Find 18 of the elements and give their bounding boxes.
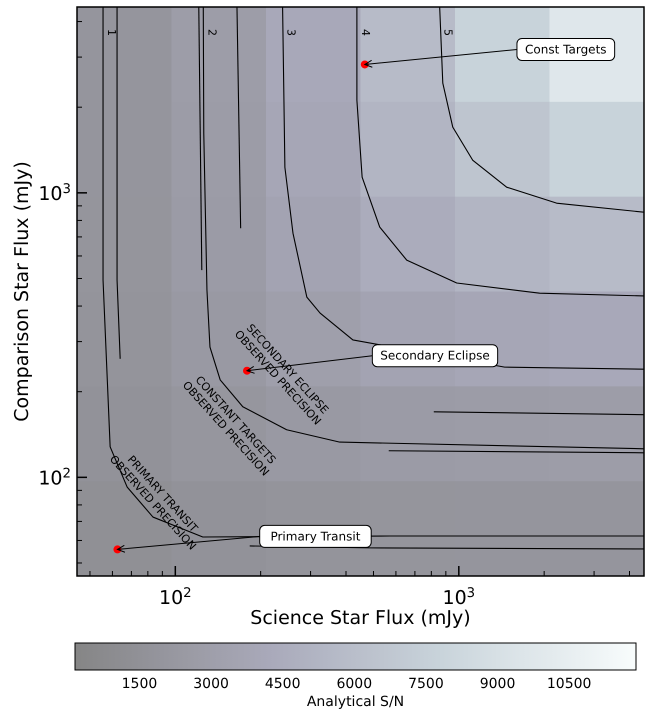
color-bar-label: 1500	[122, 676, 158, 692]
text: 3	[284, 29, 298, 36]
annotation: Const Targets	[525, 42, 607, 56]
text: 4	[358, 29, 372, 36]
color-bar-label: 3000	[193, 676, 229, 692]
text: 2	[205, 29, 218, 36]
color-bar-label: 6000	[336, 676, 372, 692]
color-bar-label: 10500	[546, 676, 592, 692]
color-bar-label: 7500	[408, 676, 444, 692]
annotation: Secondary Eclipse	[380, 348, 490, 363]
color-bar-label: 9000	[480, 676, 516, 692]
x-axis-title: Science Star Flux (mJy)	[250, 607, 471, 629]
color-bar-label: 4500	[264, 676, 301, 692]
text: 5	[442, 29, 455, 36]
y-axis-title: Comparison Star Flux (mJy)	[11, 161, 33, 422]
annotation: Primary Transit	[270, 529, 361, 544]
text: 1	[105, 29, 118, 36]
color-bar-title: Analytical S/N	[306, 694, 404, 710]
